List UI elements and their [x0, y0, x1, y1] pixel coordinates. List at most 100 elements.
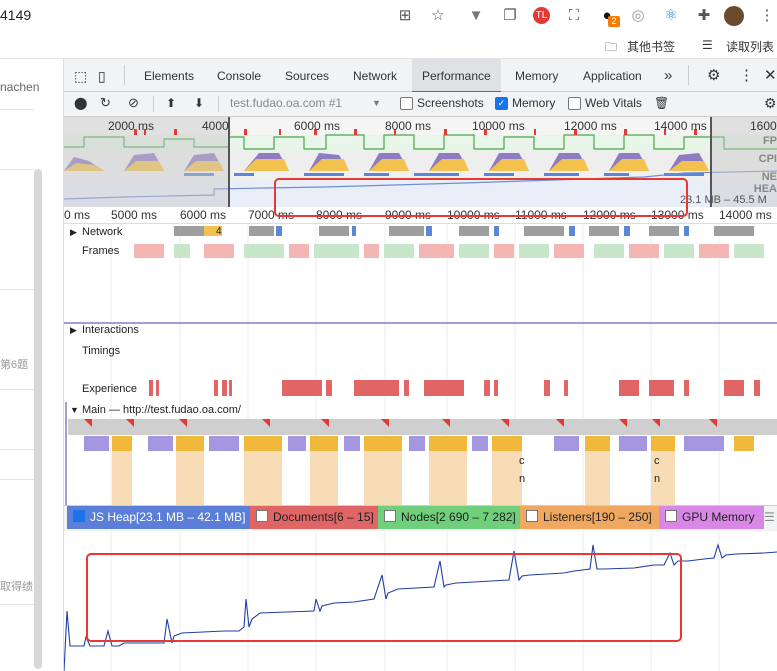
collapse-arrow-icon[interactable]: ▼ — [70, 405, 79, 415]
recording-select[interactable]: test.fudao.oa.com #1 — [230, 96, 343, 110]
legend-nodes[interactable]: Nodes[2 690 – 7 282] — [378, 506, 526, 529]
tab-memory[interactable]: Memory — [515, 69, 559, 83]
devtools-tab-bar: ⬚ ▯ Elements Console Sources Network Per… — [64, 59, 777, 93]
extension-circle-icon[interactable]: ◎ — [631, 7, 645, 24]
net-label: NE — [761, 171, 777, 183]
performance-toolbar: ⬤ ↻ ⊘ ⬆ ⬇ test.fudao.oa.com #1 ▼ Screens… — [64, 92, 777, 117]
load-profile-icon[interactable]: ⬆ — [166, 96, 177, 110]
profile-avatar[interactable] — [724, 6, 744, 26]
more-tabs-button[interactable]: » — [664, 67, 673, 84]
legend-menu-icon[interactable]: ☰ — [764, 510, 775, 524]
expand-arrow-icon[interactable]: ▶ — [70, 227, 77, 237]
timings-track[interactable]: Timings — [64, 343, 777, 359]
listeners-checkbox[interactable] — [526, 510, 538, 522]
overview-time-label: 2000 ms — [108, 119, 155, 133]
screenshots-checkbox[interactable] — [400, 97, 413, 110]
tab-console[interactable]: Console — [217, 69, 262, 83]
timeline-overview[interactable]: 2000 ms 4000 6000 ms 8000 ms 10000 ms 12… — [64, 117, 777, 207]
ruler-tick: 5000 ms — [111, 208, 158, 222]
tab-sources[interactable]: Sources — [285, 69, 330, 83]
overview-time-label: 10000 ms — [472, 119, 525, 133]
memory-checkbox[interactable]: ✓ — [495, 97, 508, 110]
js-heap-checkbox[interactable] — [73, 510, 85, 522]
capture-icon[interactable]: ⛶ — [568, 7, 580, 24]
tab-performance[interactable]: Performance — [412, 59, 501, 93]
heap-label: HEA — [753, 183, 777, 195]
extension-v-icon[interactable]: ▼ — [468, 7, 484, 24]
browser-toolbar: 4149 ⊞ ☆ ▼ ❐ TL ⛶ ● 2 ◎ ⚛ ✚ ⋮ — [0, 0, 777, 33]
legend-label: GPU Memory — [682, 510, 755, 524]
bookmark-other[interactable]: 其他书签 — [627, 40, 676, 54]
record-icon[interactable]: ⬤ — [74, 96, 88, 110]
tab-elements[interactable]: Elements — [144, 69, 195, 83]
timings-track-label: Timings — [82, 345, 121, 357]
nodes-checkbox[interactable] — [384, 510, 396, 522]
page-text: 第6题 — [0, 359, 29, 371]
overview-time-label: 8000 ms — [385, 119, 432, 133]
legend-label: Documents[6 – 15] — [273, 510, 374, 524]
translate-icon[interactable]: ⊞ — [398, 7, 412, 24]
annotation-box-overview — [274, 178, 688, 217]
memory-label: Memory — [512, 96, 556, 110]
flame-letter: n — [519, 473, 526, 485]
legend-gpu-memory[interactable]: GPU Memory — [659, 506, 764, 529]
close-devtools-icon[interactable]: ✕ — [764, 67, 777, 84]
ruler-tick: 0 ms — [64, 208, 91, 222]
main-thread-track[interactable]: ▼ Main — http://test.fudao.oa.com/ — [64, 402, 777, 418]
device-toolbar-icon[interactable]: ▯ — [98, 68, 106, 84]
ruler-tick: 7000 ms — [248, 208, 295, 222]
ruler-tick: 14000 ms — [719, 208, 772, 222]
expand-arrow-icon[interactable]: ▶ — [70, 325, 77, 335]
legend-label: JS Heap[23.1 MB – 42.1 MB] — [90, 510, 246, 524]
react-devtools-icon[interactable]: ⚛ — [664, 7, 678, 24]
legend-label: Listeners[190 – 250] — [543, 510, 652, 524]
frames-track[interactable]: Frames — [64, 243, 777, 259]
overview-time-label: 6000 ms — [294, 119, 341, 133]
extension-stack-icon[interactable]: ❐ — [503, 7, 517, 24]
tab-application[interactable]: Application — [583, 69, 642, 83]
flame-letter: c — [519, 455, 525, 467]
extension-badge: 2 — [608, 16, 620, 27]
webvitals-label: Web Vitals — [585, 96, 642, 110]
page-content-fragment: nachen 第6题 取得绩 — [0, 59, 64, 671]
ruler-tick: 6000 ms — [180, 208, 227, 222]
page-text: 取得绩 — [0, 581, 33, 593]
legend-listeners[interactable]: Listeners[190 – 250] — [520, 506, 665, 529]
extension-tu-icon[interactable]: TL — [533, 7, 550, 24]
chevron-down-icon[interactable]: ▼ — [372, 98, 381, 108]
clear-icon[interactable]: ⊘ — [128, 95, 139, 110]
overview-graph — [64, 117, 777, 207]
interactions-track[interactable]: ▶ Interactions — [64, 322, 777, 338]
experience-track[interactable]: Experience — [64, 381, 777, 397]
memory-legend-bar: JS Heap[23.1 MB – 42.1 MB] Documents[6 –… — [64, 505, 777, 531]
bookmark-star-icon[interactable]: ☆ — [431, 7, 445, 24]
legend-label: Nodes[2 690 – 7 282] — [401, 510, 516, 524]
reload-record-icon[interactable]: ↻ — [100, 95, 111, 110]
webvitals-checkbox[interactable] — [568, 97, 581, 110]
network-track-label: Network — [82, 226, 123, 238]
settings-gear-icon[interactable]: ⚙ — [707, 67, 721, 84]
page-scrollbar[interactable] — [34, 169, 42, 669]
legend-documents[interactable]: Documents[6 – 15] — [250, 506, 384, 529]
bookmark-reading-list[interactable]: 读取列表 — [726, 40, 775, 54]
devtools-menu-icon[interactable]: ⋮ — [739, 67, 754, 84]
address-bar-text[interactable]: 4149 — [0, 7, 32, 23]
extension-q-icon[interactable]: ● — [602, 7, 612, 24]
inspect-element-icon[interactable]: ⬚ — [74, 68, 88, 84]
network-track[interactable]: ▶ Network 4 — [64, 224, 777, 240]
tab-network[interactable]: Network — [353, 69, 398, 83]
save-profile-icon[interactable]: ⬇ — [194, 96, 205, 110]
network-badge: 4 — [216, 226, 222, 237]
menu-kebab-icon[interactable]: ⋮ — [759, 7, 775, 24]
experience-track-label: Experience — [82, 383, 138, 395]
trash-icon[interactable]: 🗑 — [654, 96, 670, 110]
overview-time-label: 14000 ms — [654, 119, 707, 133]
legend-js-heap[interactable]: JS Heap[23.1 MB – 42.1 MB] — [67, 506, 256, 529]
flame-letter: n — [654, 473, 661, 485]
capture-settings-gear-icon[interactable]: ⚙ — [764, 95, 777, 111]
documents-checkbox[interactable] — [256, 510, 268, 522]
puzzle-extensions-icon[interactable]: ✚ — [697, 7, 711, 24]
page-text: nachen — [0, 80, 40, 94]
cpu-label: CPI — [758, 153, 777, 165]
gpu-memory-checkbox[interactable] — [665, 510, 677, 522]
